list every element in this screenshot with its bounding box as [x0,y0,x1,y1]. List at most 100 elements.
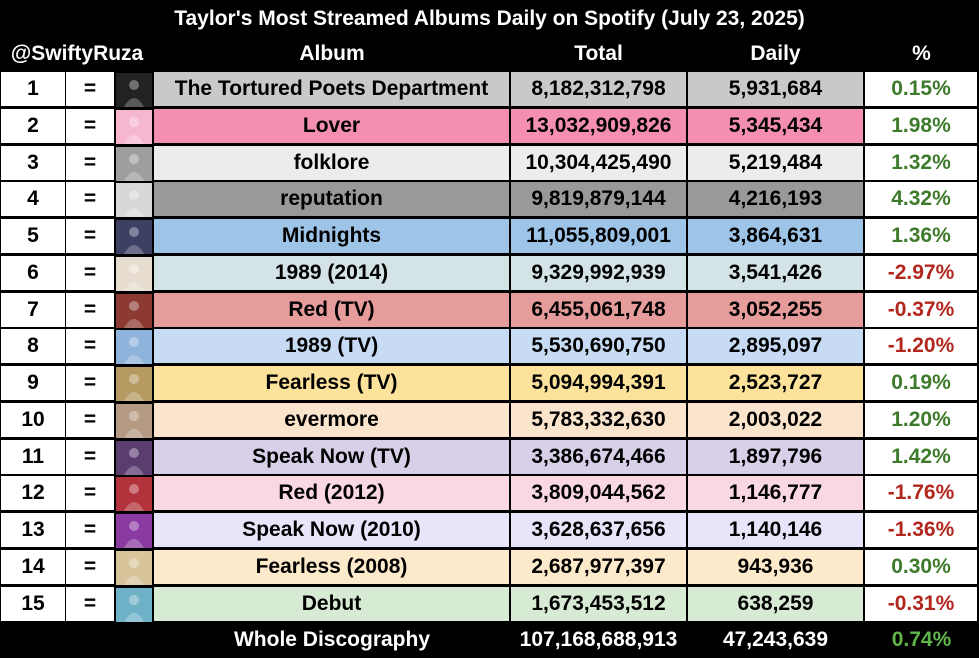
row-album: Fearless (TV) [154,366,509,400]
row-total: 11,055,809,001 [511,219,686,253]
row-daily: 2,003,022 [688,402,863,437]
row-change: = [66,182,114,217]
total-percent: 0.74% [891,628,952,651]
row-percent: 0.15% [865,72,977,106]
row-percent: -1.76% [865,476,977,511]
row-change: = [66,402,114,437]
row-percent: 1.20% [865,402,977,437]
table-row: 7 = Red (TV) 6,455,061,748 3,052,255 -0.37% [0,292,979,329]
table-row: 4 = reputation 9,819,879,144 4,216,193 4.32% [0,182,979,218]
total-row: Whole Discography 107,168,688,913 47,243… [0,622,979,654]
total-streams: 107,168,688,913 [519,628,678,651]
row-total: 5,783,332,630 [511,402,686,437]
column-header-percent: % [912,42,931,65]
row-change: = [66,72,114,106]
row-percent: 0.19% [865,366,977,400]
handle-label: @SwiftyRuza [10,42,144,65]
table-row: 10 = evermore 5,783,332,630 2,003,022 1.20% [0,402,979,439]
row-album: Red (2012) [154,476,509,511]
row-percent: 1.98% [865,108,977,143]
row-total: 9,819,879,144 [511,182,686,217]
row-rank: 6 [1,255,65,290]
row-daily: 5,345,434 [688,108,863,143]
row-percent: 4.32% [865,182,977,217]
row-percent: 0.30% [865,549,977,584]
table-row: 9 = Fearless (TV) 5,094,994,391 2,523,727 0.1… [0,366,979,402]
row-rank: 10 [1,402,65,437]
row-rank: 15 [1,586,65,621]
row-album: Fearless (2008) [154,549,509,584]
row-daily: 2,895,097 [688,329,863,364]
table-row: 11 = Speak Now (TV) 3,386,674,466 1,897,796 1… [0,439,979,476]
row-percent: -2.97% [865,255,977,290]
row-percent: -0.37% [865,292,977,327]
row-rank: 12 [1,476,65,511]
album-cover-image [116,220,152,254]
row-daily: 3,864,631 [688,219,863,253]
row-percent: 1.42% [865,439,977,474]
table-row: 15 = Debut 1,673,453,512 638,259 -0.31% [0,586,979,623]
row-album: Lover [154,108,509,143]
album-cover-image [116,73,152,107]
row-total: 10,304,425,490 [511,145,686,180]
row-change: = [66,513,114,547]
row-change: = [66,255,114,290]
total-daily: 47,243,639 [722,628,829,651]
table-row: 8 = 1989 (TV) 5,530,690,750 2,895,097 -1.20% [0,329,979,365]
album-cover-image [116,183,152,218]
row-rank: 5 [1,219,65,253]
row-rank: 9 [1,366,65,400]
row-album: reputation [154,182,509,217]
album-cover-image [116,293,152,328]
total-label: Whole Discography [233,628,431,651]
table-row: 5 = Midnights 11,055,809,001 3,864,631 1.36% [0,219,979,255]
row-total: 3,386,674,466 [511,439,686,474]
row-total: 2,687,977,397 [511,549,686,584]
album-cover-image [116,146,152,181]
row-change: = [66,219,114,253]
row-daily: 1,146,777 [688,476,863,511]
row-rank: 14 [1,549,65,584]
table-row: 12 = Red (2012) 3,809,044,562 1,146,777 -1.76… [0,476,979,512]
row-rank: 3 [1,145,65,180]
table-row: 3 = folklore 10,304,425,490 5,219,484 1.32% [0,145,979,182]
row-rank: 13 [1,513,65,547]
album-cover-image [116,514,152,548]
row-album: 1989 (TV) [154,329,509,364]
row-daily: 638,259 [688,586,863,621]
row-total: 6,455,061,748 [511,292,686,327]
row-daily: 3,052,255 [688,292,863,327]
row-daily: 5,931,684 [688,72,863,106]
table-row: 2 = Lover 13,032,909,826 5,345,434 1.98% [0,108,979,145]
row-percent: -0.31% [865,586,977,621]
row-album: Red (TV) [154,292,509,327]
row-rank: 1 [1,72,65,106]
row-rank: 8 [1,329,65,364]
row-total: 5,094,994,391 [511,366,686,400]
album-cover-image [116,367,152,401]
row-rank: 11 [1,439,65,474]
row-change: = [66,366,114,400]
row-total: 3,628,637,656 [511,513,686,547]
row-change: = [66,439,114,474]
row-percent: -1.20% [865,329,977,364]
row-daily: 1,140,146 [688,513,863,547]
row-total: 9,329,992,939 [511,255,686,290]
album-cover-image [116,550,152,585]
album-cover-image [116,587,152,622]
row-total: 13,032,909,826 [511,108,686,143]
row-change: = [66,549,114,584]
column-header-total: Total [574,42,623,65]
row-rank: 2 [1,108,65,143]
row-percent: 1.32% [865,145,977,180]
row-rank: 7 [1,292,65,327]
row-change: = [66,145,114,180]
row-album: The Tortured Poets Department [154,72,509,106]
table-row: 6 = 1989 (2014) 9,329,992,939 3,541,426 -2.97… [0,255,979,292]
album-cover-image [116,109,152,144]
row-album: Speak Now (TV) [154,439,509,474]
album-cover-image [116,477,152,512]
row-change: = [66,476,114,511]
column-header-daily: Daily [750,42,801,65]
